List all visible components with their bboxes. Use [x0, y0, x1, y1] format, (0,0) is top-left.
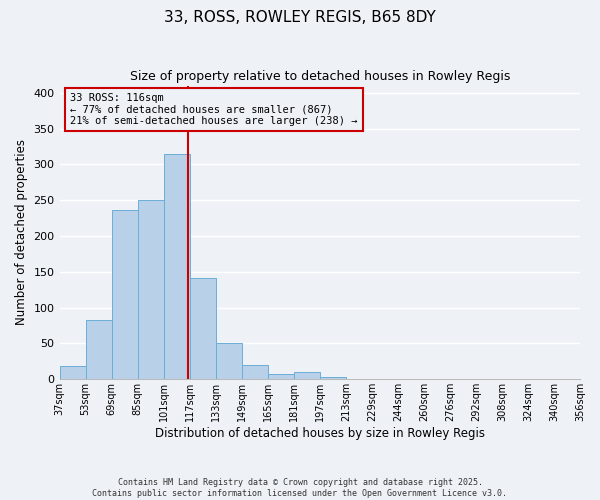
Bar [268, 374, 294, 380]
Bar [320, 377, 346, 380]
Bar [59, 366, 86, 380]
Bar [215, 344, 242, 380]
X-axis label: Distribution of detached houses by size in Rowley Regis: Distribution of detached houses by size … [155, 427, 485, 440]
Bar [294, 372, 320, 380]
Text: 33 ROSS: 116sqm
← 77% of detached houses are smaller (867)
21% of semi-detached : 33 ROSS: 116sqm ← 77% of detached houses… [70, 93, 358, 126]
Bar [190, 278, 215, 380]
Bar [528, 378, 554, 380]
Bar [112, 210, 137, 380]
Bar [137, 200, 164, 380]
Text: 33, ROSS, ROWLEY REGIS, B65 8DY: 33, ROSS, ROWLEY REGIS, B65 8DY [164, 10, 436, 25]
Bar [242, 365, 268, 380]
Bar [86, 320, 112, 380]
Y-axis label: Number of detached properties: Number of detached properties [15, 140, 28, 326]
Bar [164, 154, 190, 380]
Text: Contains HM Land Registry data © Crown copyright and database right 2025.
Contai: Contains HM Land Registry data © Crown c… [92, 478, 508, 498]
Title: Size of property relative to detached houses in Rowley Regis: Size of property relative to detached ho… [130, 70, 510, 83]
